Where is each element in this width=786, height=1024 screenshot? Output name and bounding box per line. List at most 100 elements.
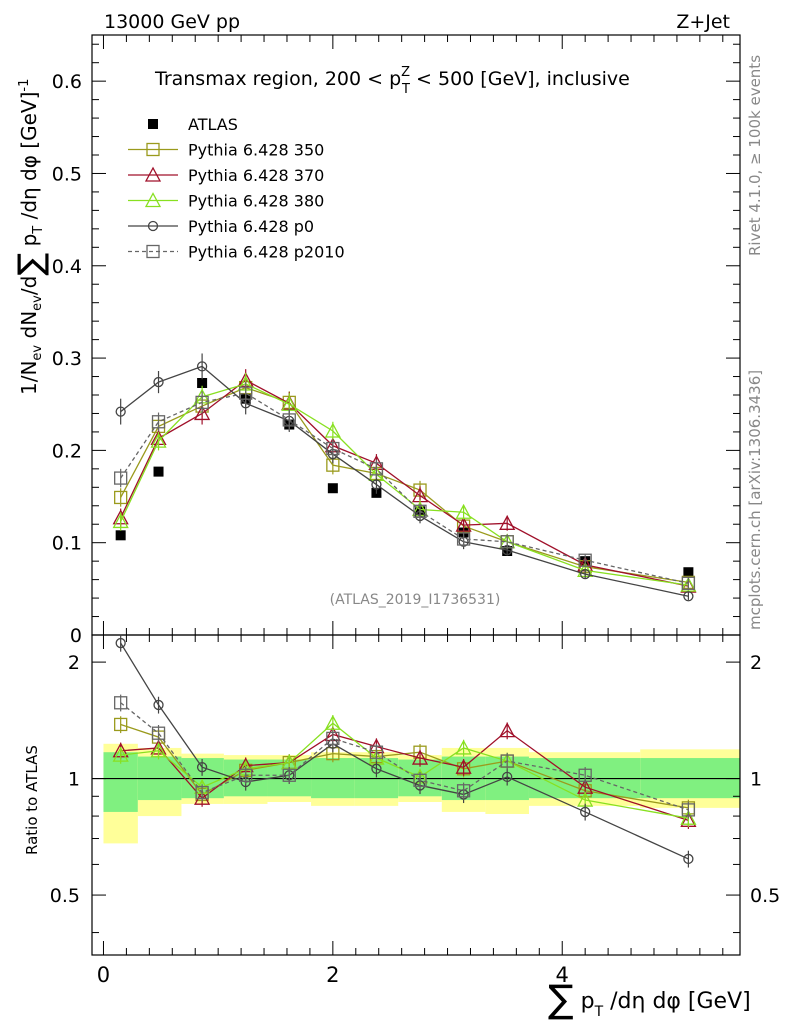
- main-title-part1: Transmax region, 200 < p: [154, 68, 401, 90]
- point-p0: [371, 479, 382, 490]
- header-left: 13000 GeV pp: [104, 11, 240, 33]
- point-p370: [194, 405, 211, 421]
- ylabel-part-p: p: [17, 234, 41, 253]
- point-p2010: [369, 462, 384, 476]
- main-series-group: [112, 353, 697, 602]
- ratio-point-p350: [114, 717, 128, 732]
- atlas-point: [683, 567, 694, 578]
- main-title: Transmax region, 200 < pZ T < 500 [GeV], …: [154, 65, 630, 97]
- ratio-point-p370: [411, 749, 429, 765]
- legend-label-p380: Pythia 6.428 380: [188, 192, 324, 211]
- ratio-point-p2010: [578, 768, 592, 782]
- ratio-point-p2010: [500, 754, 514, 768]
- point-p2010: [195, 395, 209, 410]
- point-p0: [580, 568, 591, 580]
- atlas-point: [327, 483, 338, 494]
- ratio-point-p2010: [195, 785, 209, 800]
- point-p380: [455, 503, 472, 519]
- point-p2010: [114, 471, 128, 485]
- ratio-y-axis-label: Ratio to ATLAS: [23, 745, 41, 855]
- series-line-p0: [120, 365, 689, 597]
- point-p2010: [282, 413, 296, 427]
- ratio-point-p380: [150, 742, 167, 758]
- point-p370: [455, 516, 472, 532]
- main-title-sub: T: [401, 82, 410, 97]
- ratio-point-p2010: [151, 726, 166, 740]
- main-y-tick-label: 0.4: [52, 256, 82, 278]
- main-y-tick-label: 0: [70, 625, 82, 647]
- point-p0: [153, 376, 164, 388]
- series-line-p350: [120, 386, 689, 584]
- xlabel-part-p: p: [574, 989, 595, 1014]
- ratio-line-p350: [120, 723, 689, 809]
- legend-marker-p370: [144, 166, 162, 182]
- legend-marker-p0: [147, 220, 159, 232]
- rivet-label: Rivet 4.1.0, ≥ 100k events: [746, 55, 764, 256]
- ratio-point-p380: [455, 739, 472, 755]
- ratio-point-p0: [196, 762, 208, 773]
- point-p380: [324, 422, 341, 438]
- point-p380: [150, 432, 167, 448]
- series-line-p2010: [120, 392, 689, 584]
- ratio-point-p2010: [681, 803, 696, 817]
- xlabel-sub-T: T: [594, 1004, 604, 1020]
- point-p350: [114, 490, 128, 505]
- ylabel-part-a: 1/N: [17, 361, 41, 395]
- point-p380: [112, 513, 129, 529]
- ylabel-part-d: /dη dφ [GeV]: [17, 92, 41, 226]
- main-y-tick-label: 0.2: [52, 440, 82, 462]
- point-p2010: [681, 576, 696, 590]
- ratio-y-tick-label: 2: [68, 652, 80, 674]
- ratio-y-tick-label: 0.5: [50, 885, 80, 907]
- ratio-line-p2010: [120, 702, 689, 811]
- ratio-y-tick-label-right: 1: [750, 769, 762, 791]
- legend-label-p350: Pythia 6.428 350: [188, 141, 324, 160]
- ylabel-sub-T: T: [31, 226, 46, 235]
- ratio-y-tick-label: 1: [68, 769, 80, 791]
- point-p0: [196, 361, 208, 372]
- ratio-point-p2010: [326, 731, 340, 746]
- point-p2010: [456, 532, 471, 546]
- ratio-point-p0: [683, 853, 694, 865]
- main-y-tick-label: 0.5: [52, 163, 82, 185]
- ylabel-part-b: dN: [17, 311, 41, 345]
- main-title-sup: Z: [401, 65, 410, 80]
- main-y-tick-label: 0.1: [52, 533, 82, 555]
- ylabel-part-c: /d: [17, 276, 41, 295]
- ratio-point-p2010: [239, 768, 253, 782]
- ratio-point-p0: [502, 771, 513, 783]
- point-p370: [499, 514, 516, 530]
- legend-marker-p380: [144, 192, 162, 208]
- analysis-id: (ATLAS_2019_I1736531): [330, 592, 501, 608]
- mcplots-label: mcplots.cern.ch [arXiv:1306.3436]: [746, 370, 764, 630]
- ylabel-sum-sign: ∑: [11, 253, 51, 276]
- ratio-point-p380: [680, 809, 697, 825]
- legend-label-p0: Pythia 6.428 p0: [188, 217, 314, 236]
- point-p2010: [151, 415, 166, 429]
- ratio-line-p380: [120, 722, 689, 819]
- xlabel-sum-sign: ∑: [548, 977, 574, 1021]
- ratio-series-group: [112, 634, 697, 868]
- ratio-point-p370: [194, 789, 211, 805]
- legend-label-atlas: ATLAS: [188, 115, 238, 134]
- ratio-y-tick-label-right: 2: [750, 652, 762, 674]
- legend-label-p2010: Pythia 6.428 p2010: [188, 243, 345, 262]
- header-right: Z+Jet: [676, 11, 730, 33]
- point-p2010: [500, 535, 514, 549]
- xlabel-part-rest: /dη dφ [GeV]: [603, 989, 751, 1014]
- legend-marker-p2010: [146, 244, 160, 259]
- ratio-point-p370: [455, 758, 472, 774]
- ylabel-sub-ev1: ev: [30, 345, 45, 361]
- x-tick-label: 2: [326, 963, 339, 987]
- atlas-point: [153, 466, 164, 477]
- legend-label-p370: Pythia 6.428 370: [188, 166, 324, 185]
- atlas-point: [115, 530, 126, 541]
- ratio-line-p0: [120, 642, 689, 860]
- ratio-point-p0: [371, 763, 382, 774]
- series-line-p380: [120, 383, 689, 586]
- x-tick-label: 4: [556, 963, 569, 987]
- point-p2010: [578, 553, 592, 567]
- atlas-point: [197, 378, 208, 388]
- ratio-point-p2010: [114, 696, 128, 710]
- ratio-y-tick-label-right: 0.5: [750, 885, 780, 907]
